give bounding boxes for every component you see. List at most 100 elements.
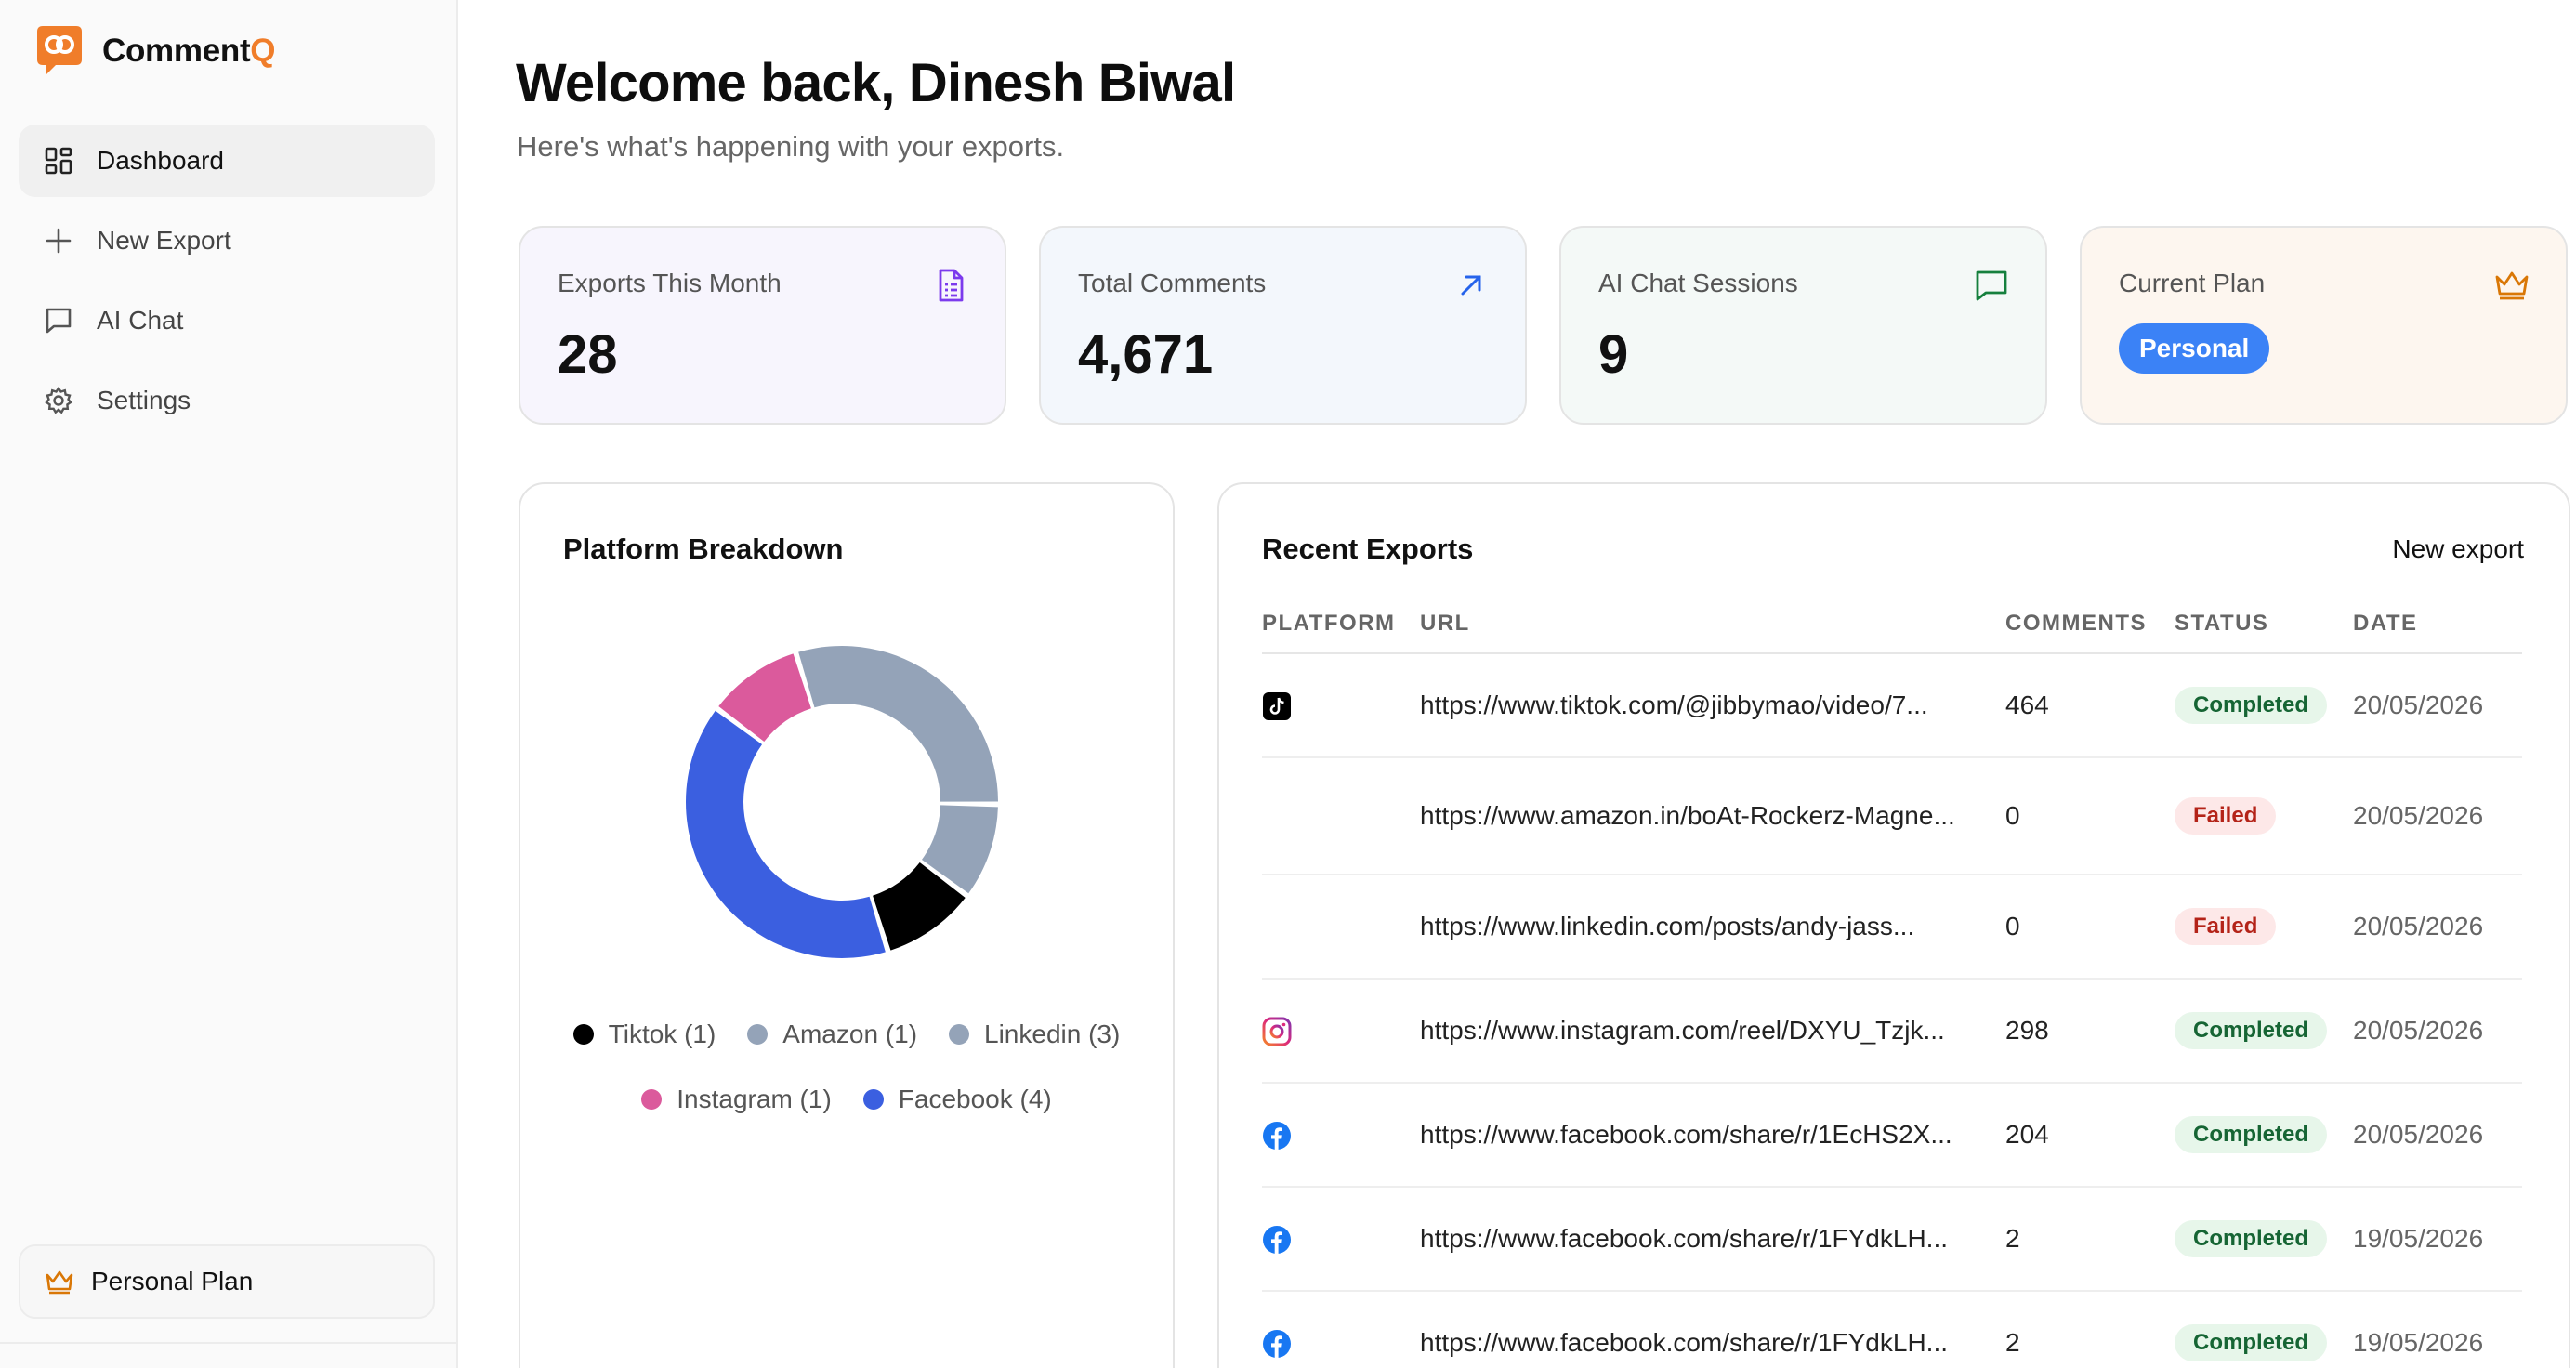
column-header-url[interactable]: URL: [1420, 594, 2005, 654]
stat-card-exports-this-month: Exports This Month 28: [519, 226, 1006, 425]
platform-cell: [1262, 979, 1420, 1084]
brand-name: CommentQ: [102, 33, 276, 69]
date-cell: 20/05/2026: [2353, 1083, 2522, 1188]
url-cell[interactable]: https://www.amazon.in/boAt-Rockerz-Magne…: [1420, 757, 2005, 875]
sidebar-item-settings[interactable]: Settings: [19, 364, 435, 437]
stat-label: Exports This Month: [558, 269, 782, 297]
date-cell: 20/05/2026: [2353, 979, 2522, 1084]
stat-label: AI Chat Sessions: [1598, 269, 1798, 297]
comments-cell: 2: [2005, 1187, 2175, 1292]
table-row[interactable]: https://www.linkedin.com/posts/andy-jass…: [1262, 875, 2522, 980]
status-badge: Failed: [2175, 908, 2277, 945]
new-export-button[interactable]: New export: [2392, 534, 2524, 563]
date-cell: 20/05/2026: [2353, 875, 2522, 980]
status-cell: Completed: [2175, 979, 2353, 1084]
donut-slice-linkedin[interactable]: [798, 646, 998, 802]
chat-bubble-icon: [43, 305, 74, 336]
status-cell: Completed: [2175, 1187, 2353, 1292]
sidebar-divider: [0, 1342, 458, 1344]
sidebar-nav: Dashboard New Export AI Chat: [19, 125, 435, 444]
date-cell: 19/05/2026: [2353, 1291, 2522, 1368]
stat-card-current-plan: Current Plan Personal: [2080, 226, 2568, 425]
column-header-status[interactable]: STATUS: [2175, 594, 2353, 654]
donut-chart: [684, 644, 1000, 960]
date-cell: 20/05/2026: [2353, 653, 2522, 758]
personal-plan-button[interactable]: Personal Plan: [19, 1244, 435, 1319]
column-header-comments[interactable]: COMMENTS: [2005, 594, 2175, 654]
donut-slice-facebook[interactable]: [686, 710, 886, 958]
url-cell[interactable]: https://www.facebook.com/share/r/1FYdkLH…: [1420, 1291, 2005, 1368]
facebook-icon: [1263, 1329, 1291, 1358]
stat-value: 9: [1598, 324, 1629, 385]
comments-cell: 204: [2005, 1083, 2175, 1188]
legend-item-instagram[interactable]: Instagram (1): [641, 1085, 832, 1114]
legend-label: Amazon (1): [782, 1019, 918, 1048]
legend-item-linkedin[interactable]: Linkedin (3): [949, 1019, 1120, 1049]
chat-bubble-icon: [1976, 270, 2007, 301]
exports-table: PLATFORM URL COMMENTS STATUS DATE https:…: [1262, 594, 2522, 1368]
sidebar-item-new-export[interactable]: New Export: [19, 204, 435, 277]
status-badge: Completed: [2175, 687, 2328, 724]
url-cell[interactable]: https://www.tiktok.com/@jibbymao/video/7…: [1420, 653, 2005, 758]
url-cell[interactable]: https://www.facebook.com/share/r/1EcHS2X…: [1420, 1083, 2005, 1188]
facebook-icon: [1263, 1225, 1291, 1254]
page-title: Welcome back, Dinesh Biwal: [516, 53, 1236, 113]
column-header-platform[interactable]: PLATFORM: [1262, 594, 1420, 654]
legend-row: Instagram (1) Facebook (4): [520, 1085, 1173, 1114]
legend-row: Tiktok (1) Amazon (1) Linkedin (3): [520, 1019, 1173, 1049]
legend-dot: [641, 1089, 663, 1110]
crown-icon: [2495, 271, 2529, 300]
comments-cell: 2: [2005, 1291, 2175, 1368]
stat-label: Current Plan: [2119, 269, 2266, 297]
legend-dot: [572, 1024, 594, 1045]
plan-badge: Personal: [2119, 323, 2270, 374]
url-cell[interactable]: https://www.facebook.com/share/r/1FYdkLH…: [1420, 1187, 2005, 1292]
donut-slice-tiktok[interactable]: [873, 862, 966, 951]
arrow-up-right-icon: [1461, 275, 1481, 296]
table-row[interactable]: https://www.facebook.com/share/r/1EcHS2X…: [1262, 1083, 2522, 1188]
legend-dot: [747, 1024, 769, 1045]
donut-slice-amazon[interactable]: [921, 805, 998, 894]
table-header-row: PLATFORM URL COMMENTS STATUS DATE: [1262, 594, 2522, 654]
stat-label: Total Comments: [1078, 269, 1267, 297]
table-row[interactable]: https://www.facebook.com/share/r/1FYdkLH…: [1262, 1291, 2522, 1368]
page-subtitle: Here's what's happening with your export…: [517, 130, 1065, 163]
status-badge: Completed: [2175, 1220, 2328, 1257]
comments-cell: 464: [2005, 653, 2175, 758]
personal-plan-label: Personal Plan: [91, 1267, 254, 1296]
stat-card-ai-chat-sessions: AI Chat Sessions 9: [1559, 226, 2047, 425]
sidebar-item-label: AI Chat: [97, 306, 184, 335]
date-cell: 19/05/2026: [2353, 1187, 2522, 1292]
instagram-icon: [1262, 1017, 1292, 1046]
stat-value: 28: [558, 324, 618, 385]
platform-cell: [1262, 1291, 1420, 1368]
legend-item-facebook[interactable]: Facebook (4): [862, 1085, 1052, 1114]
status-badge: Failed: [2175, 797, 2277, 835]
crown-icon: [46, 1270, 73, 1295]
stat-value: 4,671: [1078, 324, 1214, 385]
legend-item-amazon[interactable]: Amazon (1): [747, 1019, 917, 1049]
legend-label: Instagram (1): [677, 1085, 832, 1113]
facebook-icon: [1263, 1121, 1291, 1150]
sidebar: CommentQ Dashboard New Export: [0, 0, 458, 1368]
dashboard-grid-icon: [43, 145, 74, 177]
table-row[interactable]: https://www.instagram.com/reel/DXYU_Tzjk…: [1262, 979, 2522, 1084]
legend-item-tiktok[interactable]: Tiktok (1): [572, 1019, 716, 1049]
sidebar-item-dashboard[interactable]: Dashboard: [19, 125, 435, 197]
comments-cell: 0: [2005, 875, 2175, 980]
plus-icon: [43, 225, 74, 256]
donut-slice-instagram[interactable]: [718, 653, 811, 743]
platform-cell: [1262, 875, 1420, 980]
status-cell: Completed: [2175, 1083, 2353, 1188]
legend-label: Tiktok (1): [608, 1019, 716, 1048]
brand[interactable]: CommentQ: [35, 24, 276, 78]
table-row[interactable]: https://www.amazon.in/boAt-Rockerz-Magne…: [1262, 757, 2522, 875]
column-header-date[interactable]: DATE: [2353, 594, 2522, 654]
legend-dot: [949, 1024, 970, 1045]
table-row[interactable]: https://www.tiktok.com/@jibbymao/video/7…: [1262, 653, 2522, 758]
sidebar-item-ai-chat[interactable]: AI Chat: [19, 284, 435, 357]
table-row[interactable]: https://www.facebook.com/share/r/1FYdkLH…: [1262, 1187, 2522, 1292]
url-cell[interactable]: https://www.linkedin.com/posts/andy-jass…: [1420, 875, 2005, 980]
commentq-logo-icon: [37, 26, 82, 74]
url-cell[interactable]: https://www.instagram.com/reel/DXYU_Tzjk…: [1420, 979, 2005, 1084]
